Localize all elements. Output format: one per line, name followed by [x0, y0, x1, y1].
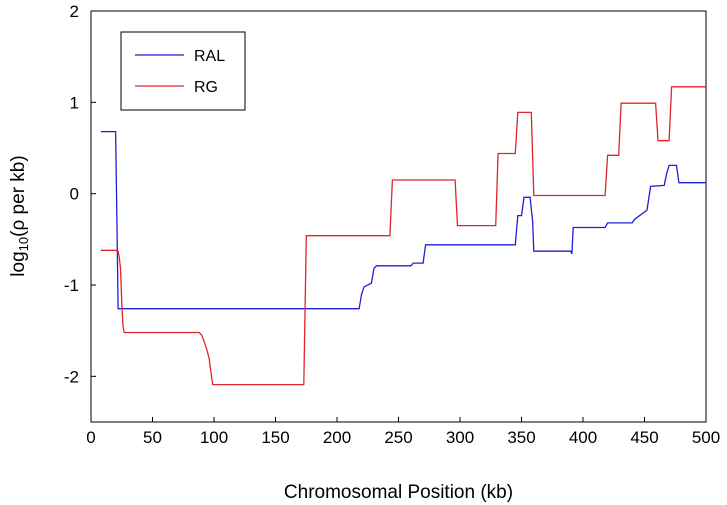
y-axis-title-main: log	[8, 251, 29, 276]
x-tick-label: 350	[507, 428, 535, 447]
x-tick-label: 250	[384, 428, 412, 447]
x-axis-title: Chromosomal Position (kb)	[284, 482, 513, 503]
x-tick-label: 150	[261, 428, 289, 447]
y-tick-label: -2	[64, 367, 79, 386]
y-tick-label: 2	[70, 2, 79, 21]
y-axis-title-subscript: 10	[16, 237, 31, 251]
y-tick-label: 0	[70, 185, 79, 204]
x-tick-label: 500	[692, 428, 720, 447]
y-axis-title-rest: (ρ per kb)	[8, 155, 29, 237]
x-tick-label: 0	[86, 428, 95, 447]
x-tick-label: 50	[143, 428, 162, 447]
x-tick-label: 200	[323, 428, 351, 447]
legend-label-ral: RAL	[194, 48, 225, 65]
legend: RAL RG	[120, 31, 246, 111]
x-tick-label: 450	[630, 428, 658, 447]
x-tick-label: 100	[200, 428, 228, 447]
legend-box	[120, 31, 246, 111]
series-line-ral	[100, 130, 706, 310]
series-line-rg	[100, 86, 706, 386]
y-tick-label: 1	[70, 93, 79, 112]
x-tick-label: 400	[569, 428, 597, 447]
series-layer	[100, 86, 706, 386]
legend-label-rg: RG	[194, 79, 218, 96]
x-tick-label: 300	[446, 428, 474, 447]
y-axis-title: log10(ρ per kb)	[8, 155, 31, 276]
ticks-layer: 0 50 100 150 200 250 300 350 400 450 500 2 1 0 -1 -2	[64, 2, 720, 447]
y-tick-label: -1	[64, 276, 79, 295]
